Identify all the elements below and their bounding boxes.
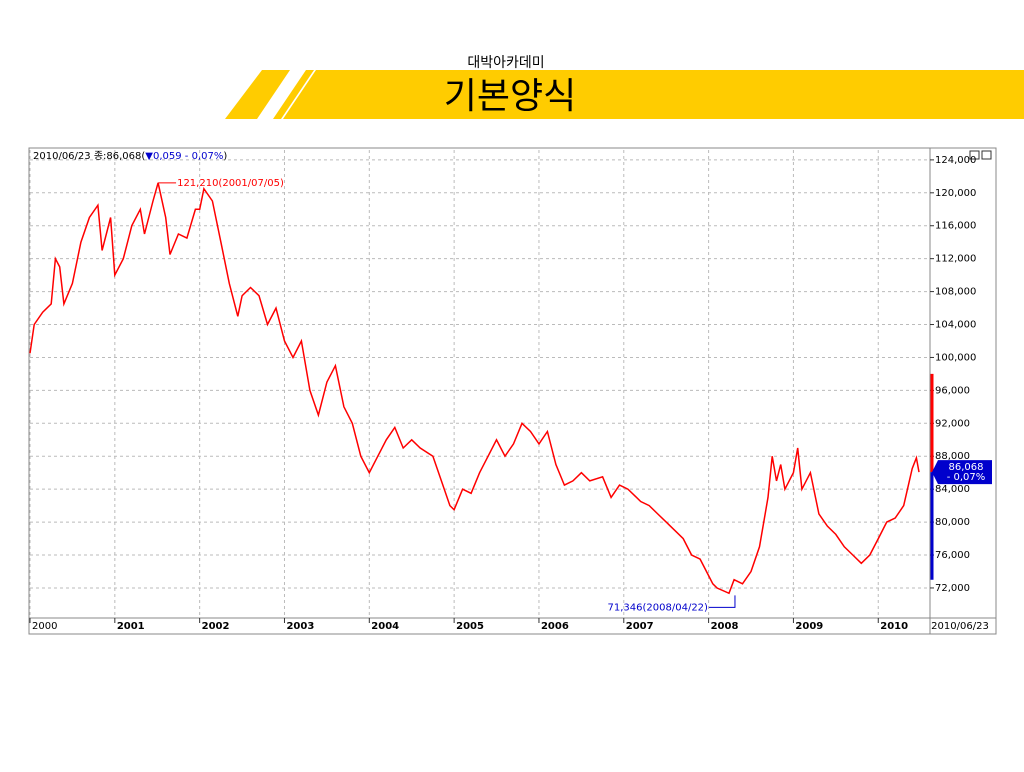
x-tick-label: 2006 bbox=[541, 621, 569, 632]
x-tick-label: 2004 bbox=[371, 621, 399, 632]
x-tick-label: 2008 bbox=[711, 621, 739, 632]
y-tick-label: 88,000 bbox=[935, 451, 970, 462]
max-annotation: 121,210(2001/07/05) bbox=[177, 178, 284, 189]
min-annotation: 71,346(2008/04/22) bbox=[608, 602, 709, 613]
window-button[interactable] bbox=[969, 150, 980, 160]
last-value-box bbox=[932, 460, 992, 485]
info-change: ▼0,059 - 0,07% bbox=[145, 151, 223, 162]
y-tick-label: 108,000 bbox=[935, 287, 976, 298]
x-tick-label: 2003 bbox=[286, 621, 314, 632]
y-tick-label: 84,000 bbox=[935, 484, 970, 495]
x-tick-label: 2005 bbox=[456, 621, 484, 632]
x-tick-label: 2001 bbox=[117, 621, 145, 632]
y-tick-label: 72,000 bbox=[935, 583, 970, 594]
plot: 72,000 76,000 80,000 84,000 88,000 92,000 96,0… bbox=[29, 150, 992, 632]
x-tick-label: 2002 bbox=[202, 621, 230, 632]
title: 기본양식 bbox=[444, 76, 576, 117]
x-tick-label: 2009 bbox=[795, 621, 823, 632]
y-tick-label: 116,000 bbox=[935, 221, 976, 232]
subtitle: 대박아카데미 bbox=[467, 55, 544, 71]
y-tick-label: 124,000 bbox=[935, 155, 976, 166]
y-tick-label: 120,000 bbox=[935, 188, 976, 199]
chart-frame bbox=[28, 147, 997, 635]
x-tick-label: 2007 bbox=[626, 621, 654, 632]
title-band bbox=[225, 70, 1024, 119]
info-suffix: ) bbox=[223, 151, 227, 162]
last-value: 86,068 bbox=[949, 462, 984, 473]
y-tick-label: 100,000 bbox=[935, 352, 976, 363]
stripe bbox=[273, 70, 314, 119]
annotation-leader bbox=[708, 595, 736, 608]
y-tick-label: 112,000 bbox=[935, 254, 976, 265]
last-date: 2010/06/23 bbox=[931, 621, 989, 632]
last-change: - 0,07% bbox=[947, 472, 986, 483]
y-tick-label: 92,000 bbox=[935, 418, 970, 429]
chart-info: 2010/06/23 종:86,068(▼0,059 - 0,07%) bbox=[33, 150, 227, 162]
y-tick-label: 80,000 bbox=[935, 517, 970, 528]
y-tick-label: 104,000 bbox=[935, 320, 976, 331]
info-prefix: 2010/06/23 종:86,068( bbox=[33, 150, 145, 162]
price-line bbox=[29, 182, 920, 595]
close-button[interactable] bbox=[981, 150, 992, 160]
x-tick-label: 2010 bbox=[880, 621, 908, 632]
y-tick-label: 76,000 bbox=[935, 550, 970, 561]
y-tick-label: 96,000 bbox=[935, 385, 970, 396]
x-tick-label: 2000 bbox=[32, 621, 57, 632]
